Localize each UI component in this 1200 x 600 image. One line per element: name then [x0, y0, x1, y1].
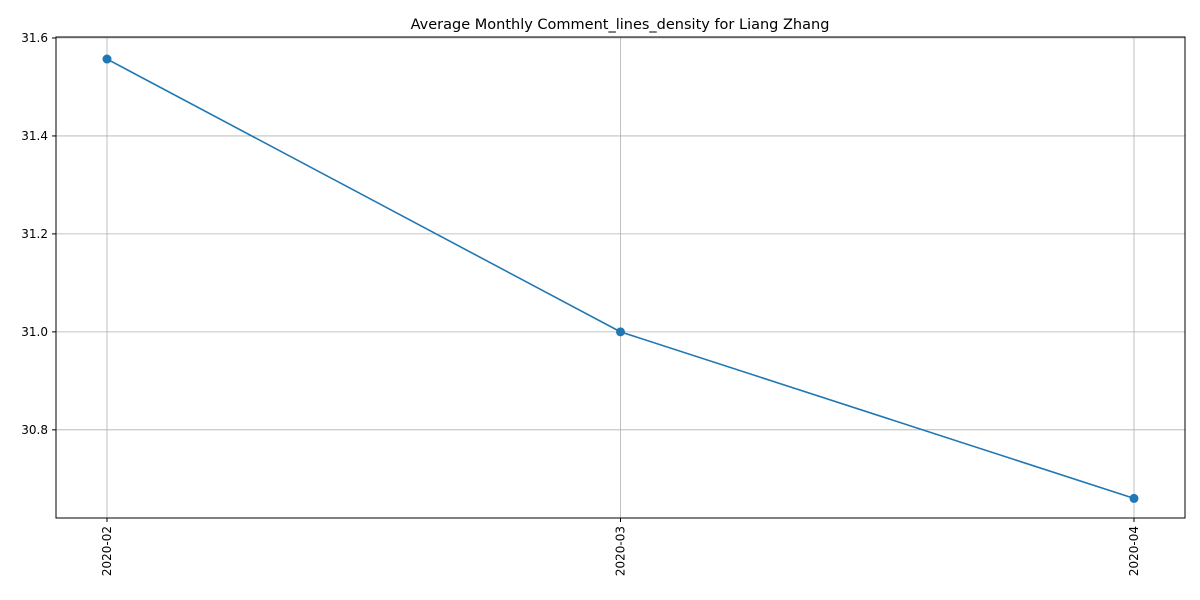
grid-lines: [56, 37, 1185, 518]
chart-title: Average Monthly Comment_lines_density fo…: [411, 17, 830, 33]
data-point: [1129, 493, 1139, 503]
y-tick-label: 30.8: [21, 423, 48, 437]
y-tick-label: 31.6: [21, 31, 48, 45]
x-tick-label: 2020-02: [100, 526, 114, 576]
data-point: [616, 327, 625, 337]
y-tick-label: 31.2: [21, 227, 48, 241]
series-layer: [102, 54, 1139, 503]
data-point: [102, 54, 112, 64]
y-axis: 30.8 31.0 31.2 31.4 31.6: [21, 31, 56, 437]
x-axis: 2020-02 2020-03 2020-04: [100, 518, 1141, 576]
y-tick-label: 31.4: [21, 129, 48, 143]
y-tick-label: 31.0: [21, 325, 48, 339]
x-tick-label: 2020-04: [1127, 526, 1141, 576]
x-tick-label: 2020-03: [614, 526, 628, 576]
